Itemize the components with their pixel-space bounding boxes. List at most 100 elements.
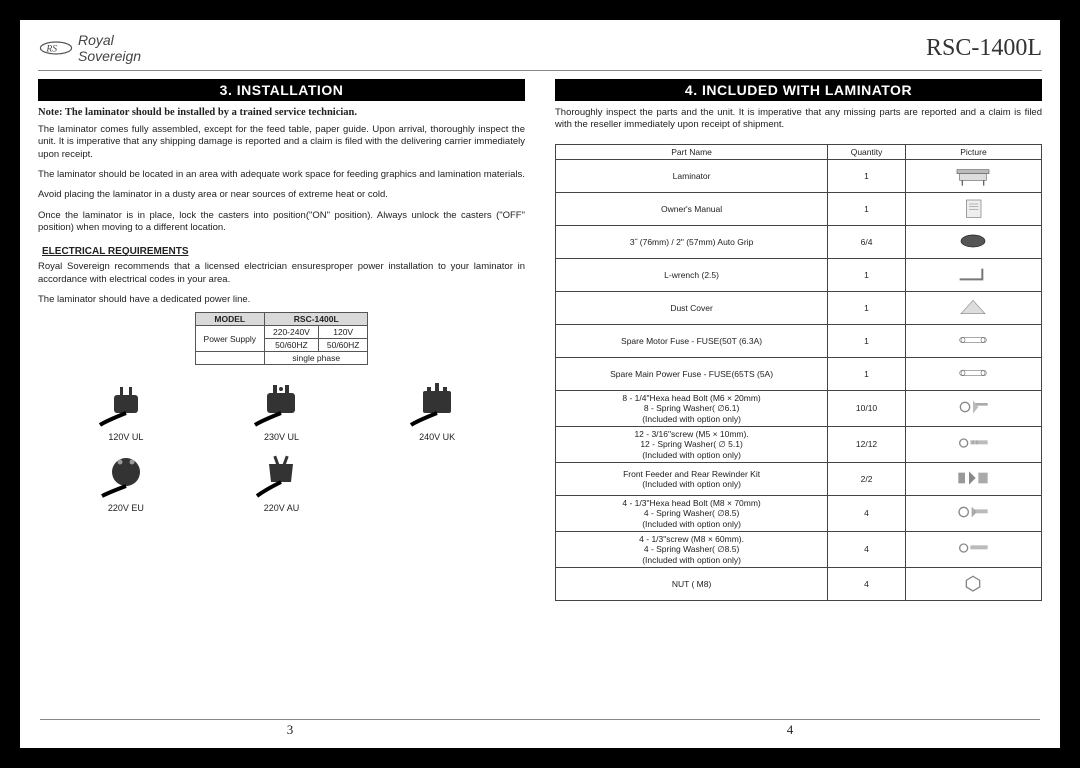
right-column: 4. INCLUDED WITH LAMINATOR Thoroughly in… xyxy=(555,79,1042,717)
install-p1: The laminator comes fully assembled, exc… xyxy=(38,124,525,161)
plug-label-0: 120V UL xyxy=(58,432,194,442)
table-row: 4 - 1/3"Hexa head Bolt (M8 × 70mm) 4 - S… xyxy=(556,495,1042,531)
et-r2c2: 50/60HZ xyxy=(264,339,318,352)
part-qty: 1 xyxy=(828,159,906,192)
part-name: Front Feeder and Rear Rewinder Kit (Incl… xyxy=(556,462,828,495)
et-r2c3: 50/60HZ xyxy=(318,339,368,352)
install-p2: The laminator should be located in an ar… xyxy=(38,169,525,181)
svg-text:RS: RS xyxy=(45,44,57,55)
plug-label-4: 220V AU xyxy=(214,503,350,513)
part-picture xyxy=(905,258,1041,291)
page-footer: 3 4 xyxy=(40,719,1040,738)
content-columns: 3. INSTALLATION Note: The laminator shou… xyxy=(38,79,1042,717)
part-picture xyxy=(905,495,1041,531)
part-picture xyxy=(905,291,1041,324)
part-qty: 2/2 xyxy=(828,462,906,495)
model-number: RSC-1400L xyxy=(926,35,1042,62)
part-qty: 4 xyxy=(828,567,906,600)
part-name: L-wrench (2.5) xyxy=(556,258,828,291)
part-picture xyxy=(905,159,1041,192)
section-title-included: 4. INCLUDED WITH LAMINATOR xyxy=(555,79,1042,101)
et-r1c1: Power Supply xyxy=(195,326,264,352)
table-row: 12 - 3/16"screw (M5 × 10mm). 12 - Spring… xyxy=(556,426,1042,462)
plug-label-2: 240V UK xyxy=(369,432,505,442)
part-name: Dust Cover xyxy=(556,291,828,324)
pt-h0: Part Name xyxy=(556,144,828,159)
table-row: Laminator1 xyxy=(556,159,1042,192)
part-picture xyxy=(905,426,1041,462)
part-name: Owner's Manual xyxy=(556,192,828,225)
part-qty: 1 xyxy=(828,258,906,291)
pt-h2: Picture xyxy=(905,144,1041,159)
part-qty: 4 xyxy=(828,531,906,567)
left-column: 3. INSTALLATION Note: The laminator shou… xyxy=(38,79,525,717)
et-h1: MODEL xyxy=(195,313,264,326)
install-note: Note: The laminator should be installed … xyxy=(38,107,525,118)
part-name: Spare Motor Fuse - FUSE(50T (6.3A) xyxy=(556,324,828,357)
plug-eu-icon xyxy=(96,448,156,498)
et-h2: RSC-1400L xyxy=(264,313,367,326)
plug-label-1: 230V UL xyxy=(214,432,350,442)
part-qty: 6/4 xyxy=(828,225,906,258)
install-p5: Royal Sovereign recommends that a licens… xyxy=(38,261,525,286)
brand-line2: Sovereign xyxy=(78,48,141,64)
part-picture xyxy=(905,192,1041,225)
table-row: Owner's Manual1 xyxy=(556,192,1042,225)
table-row: 4 - 1/3"screw (M8 × 60mm). 4 - Spring Wa… xyxy=(556,531,1042,567)
install-p4: Once the laminator is in place, lock the… xyxy=(38,210,525,235)
table-row: 8 - 1/4"Hexa head Bolt (M6 × 20mm) 8 - S… xyxy=(556,390,1042,426)
part-qty: 1 xyxy=(828,192,906,225)
plug-220v-au: 220V AU xyxy=(214,448,350,513)
part-name: 12 - 3/16"screw (M5 × 10mm). 12 - Spring… xyxy=(556,426,828,462)
pt-h1: Quantity xyxy=(828,144,906,159)
part-picture xyxy=(905,462,1041,495)
et-r1c2: 220-240V xyxy=(264,326,318,339)
page-number-left: 3 xyxy=(40,719,540,738)
install-p6: The laminator should have a dedicated po… xyxy=(38,294,525,306)
table-row: Dust Cover1 xyxy=(556,291,1042,324)
section-title-installation: 3. INSTALLATION xyxy=(38,79,525,101)
table-row: L-wrench (2.5)1 xyxy=(556,258,1042,291)
part-picture xyxy=(905,390,1041,426)
manual-page: RS Royal Sovereign RSC-1400L 3. INSTALLA… xyxy=(0,0,1080,768)
table-row: Spare Motor Fuse - FUSE(50T (6.3A)1 xyxy=(556,324,1042,357)
part-picture xyxy=(905,531,1041,567)
table-row: Spare Main Power Fuse - FUSE(65TS (5A)1 xyxy=(556,357,1042,390)
part-name: NUT ( M8) xyxy=(556,567,828,600)
part-name: Spare Main Power Fuse - FUSE(65TS (5A) xyxy=(556,357,828,390)
install-p3: Avoid placing the laminator in a dusty a… xyxy=(38,189,525,201)
plug-230v-ul: 230V UL xyxy=(214,377,350,442)
brand-line1: Royal xyxy=(78,32,141,48)
included-intro: Thoroughly inspect the parts and the uni… xyxy=(555,107,1042,132)
page-header: RS Royal Sovereign RSC-1400L xyxy=(38,32,1042,71)
table-row: NUT ( M8)4 xyxy=(556,567,1042,600)
table-row: Front Feeder and Rear Rewinder Kit (Incl… xyxy=(556,462,1042,495)
part-qty: 1 xyxy=(828,357,906,390)
brand-logo: RS Royal Sovereign xyxy=(38,32,141,64)
plug-us2-icon xyxy=(251,377,311,427)
plug-label-3: 220V EU xyxy=(58,503,194,513)
rs-swoosh-icon: RS xyxy=(38,37,74,59)
plug-uk-icon xyxy=(407,377,467,427)
part-name: 8 - 1/4"Hexa head Bolt (M6 × 20mm) 8 - S… xyxy=(556,390,828,426)
plug-grid: 120V UL 230V UL 240V UK 220V EU 220V AU xyxy=(58,377,505,513)
parts-table: Part Name Quantity Picture Laminator1Own… xyxy=(555,144,1042,601)
table-row: 3˝ (76mm) / 2" (57mm) Auto Grip6/4 xyxy=(556,225,1042,258)
part-name: 3˝ (76mm) / 2" (57mm) Auto Grip xyxy=(556,225,828,258)
part-name: Laminator xyxy=(556,159,828,192)
plug-220v-eu: 220V EU xyxy=(58,448,194,513)
et-r3: single phase xyxy=(264,352,367,365)
page-number-right: 4 xyxy=(540,719,1040,738)
part-picture xyxy=(905,225,1041,258)
plug-120v-ul: 120V UL xyxy=(58,377,194,442)
part-qty: 1 xyxy=(828,324,906,357)
part-picture xyxy=(905,357,1041,390)
part-qty: 4 xyxy=(828,495,906,531)
part-qty: 1 xyxy=(828,291,906,324)
part-name: 4 - 1/3"screw (M8 × 60mm). 4 - Spring Wa… xyxy=(556,531,828,567)
plug-240v-uk: 240V UK xyxy=(369,377,505,442)
part-qty: 12/12 xyxy=(828,426,906,462)
et-r1c3: 120V xyxy=(318,326,368,339)
part-qty: 10/10 xyxy=(828,390,906,426)
part-picture xyxy=(905,567,1041,600)
